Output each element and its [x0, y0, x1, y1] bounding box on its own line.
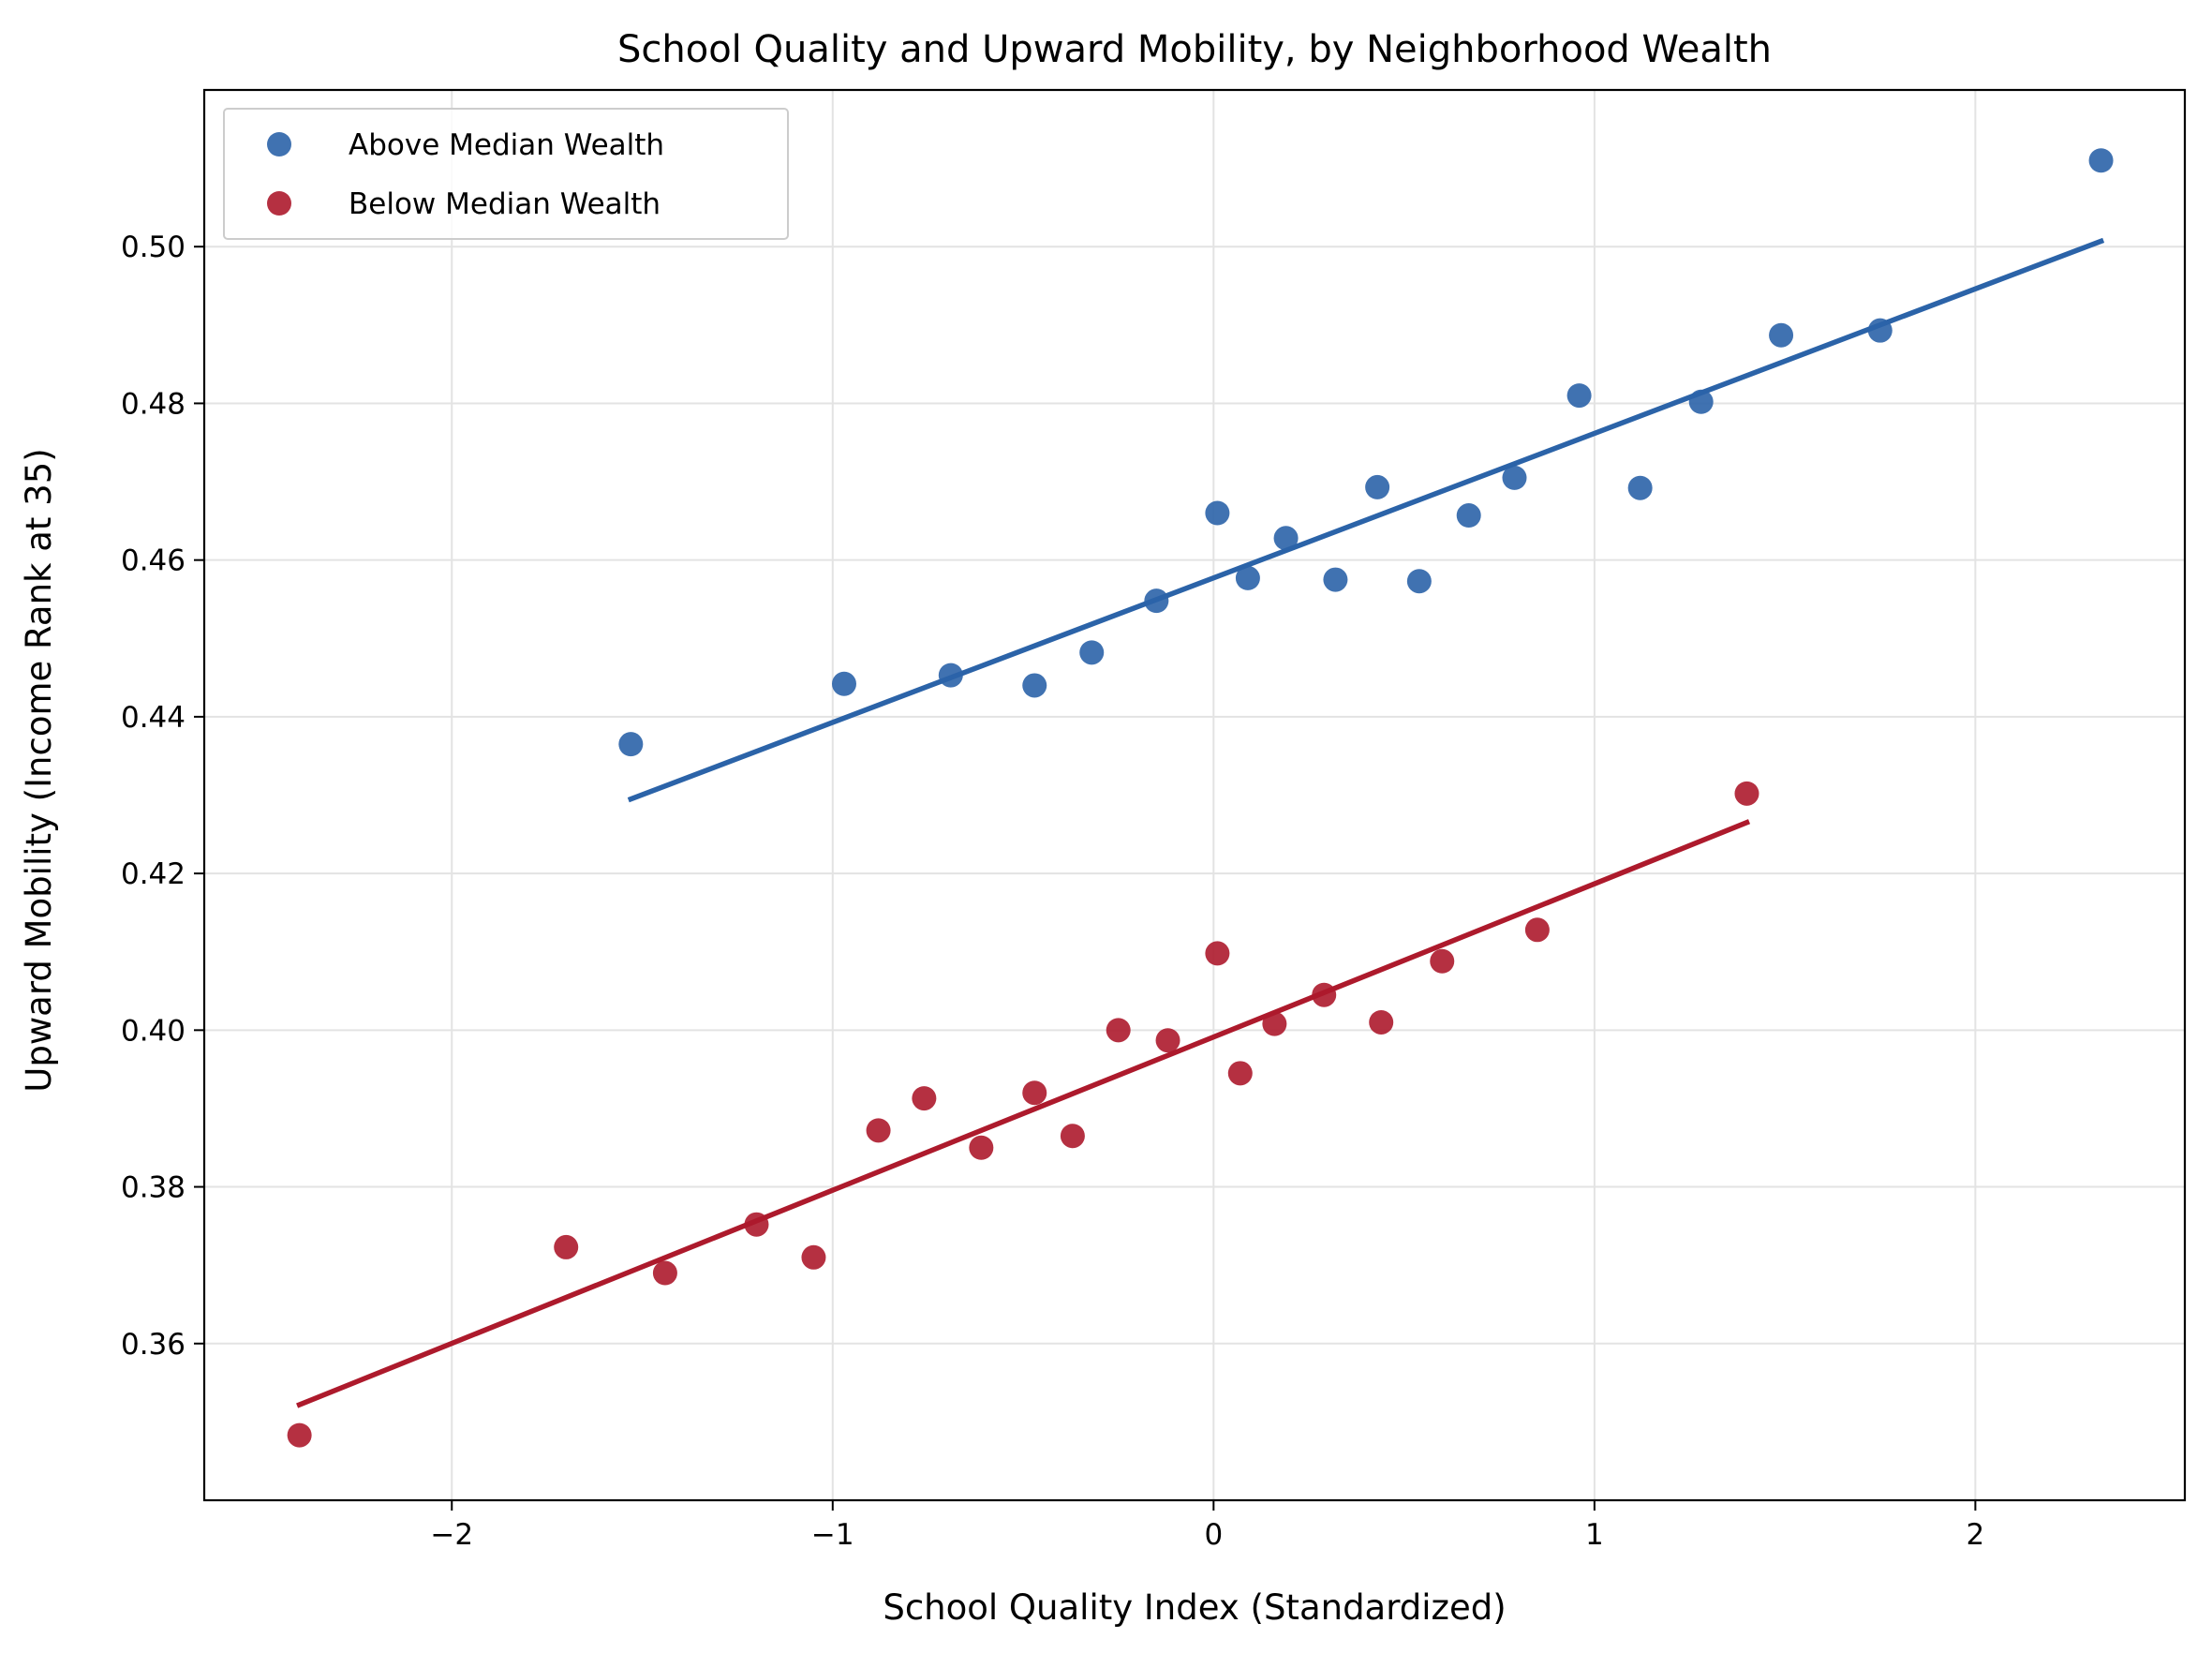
data-point-above: [618, 732, 644, 757]
trend-line-above: [627, 237, 2105, 803]
data-point-above: [1273, 526, 1299, 551]
data-point-above: [1323, 567, 1348, 592]
y-tick-label: 0.50: [121, 231, 186, 264]
data-point-above: [938, 663, 963, 688]
data-point-below: [1106, 1018, 1131, 1043]
data-point-above: [1205, 500, 1230, 526]
x-tick-label: −2: [430, 1518, 473, 1552]
plot-frame: [202, 88, 2187, 1502]
legend: Above Median Wealth Below Median Wealth: [223, 108, 789, 240]
y-tick-label: 0.42: [121, 857, 186, 891]
data-point-below: [969, 1135, 994, 1160]
data-point-above: [1502, 465, 1527, 490]
data-point-below: [554, 1234, 579, 1259]
x-axis-label: School Quality Index (Standardized): [883, 1587, 1506, 1628]
trend-lines: [296, 237, 2105, 1408]
legend-label-below: Below Median Wealth: [349, 187, 661, 221]
x-tick-label: 0: [1204, 1518, 1223, 1552]
data-point-above: [2088, 148, 2114, 173]
x-tick-label: 1: [1585, 1518, 1604, 1552]
data-point-below: [1734, 781, 1759, 806]
data-point-above: [1144, 588, 1169, 614]
data-point-below: [1430, 948, 1455, 974]
data-point-below: [866, 1118, 891, 1143]
y-axis-label: Upward Mobility (Income Rank at 35): [19, 448, 59, 1092]
data-point-below: [1369, 1009, 1394, 1035]
data-point-above: [1235, 565, 1260, 590]
data-point-above: [1688, 389, 1714, 414]
data-point-below: [1205, 941, 1230, 966]
data-point-below: [1060, 1124, 1085, 1149]
x-tick-label: −1: [811, 1518, 854, 1552]
legend-marker-below: [267, 191, 291, 216]
y-tick-label: 0.44: [121, 701, 186, 735]
y-tick-label: 0.40: [121, 1014, 186, 1048]
legend-box: [223, 108, 789, 240]
data-point-below: [652, 1260, 677, 1286]
legend-label-above: Above Median Wealth: [349, 128, 664, 162]
data-point-below: [912, 1086, 937, 1111]
data-point-below: [1227, 1061, 1253, 1086]
y-tick-label: 0.48: [121, 387, 186, 421]
data-point-above: [1566, 383, 1592, 409]
chart-title: School Quality and Upward Mobility, by N…: [617, 28, 1772, 71]
data-point-above: [1769, 322, 1794, 348]
data-point-above: [1022, 673, 1047, 698]
data-point-below: [1022, 1080, 1047, 1106]
data-point-above: [1079, 640, 1105, 665]
legend-marker-above: [267, 132, 291, 156]
data-points: [287, 148, 2114, 1448]
y-tick-label: 0.36: [121, 1328, 186, 1362]
data-point-below: [1262, 1011, 1287, 1036]
data-point-below: [801, 1244, 826, 1270]
data-point-below: [287, 1422, 312, 1448]
data-point-above: [1456, 503, 1481, 529]
data-point-below: [744, 1212, 769, 1237]
y-axis-ticks: 0.36 0.38 0.40 0.42 0.44 0.46 0.48 0.50: [121, 231, 204, 1362]
grid-lines: [204, 90, 2185, 1500]
y-tick-label: 0.46: [121, 544, 186, 578]
x-tick-label: 2: [1967, 1518, 1985, 1552]
data-point-below: [1312, 982, 1337, 1007]
data-point-below: [1155, 1028, 1180, 1053]
trend-line-below: [296, 819, 1751, 1408]
data-point-above: [1365, 474, 1390, 499]
data-point-above: [831, 671, 856, 696]
data-point-above: [1406, 569, 1432, 594]
x-axis-ticks: −2 −1 0 1 2: [430, 1500, 1984, 1552]
data-point-above: [1867, 318, 1893, 343]
data-point-below: [1524, 917, 1550, 943]
y-tick-label: 0.38: [121, 1171, 186, 1205]
data-point-above: [1627, 475, 1653, 500]
